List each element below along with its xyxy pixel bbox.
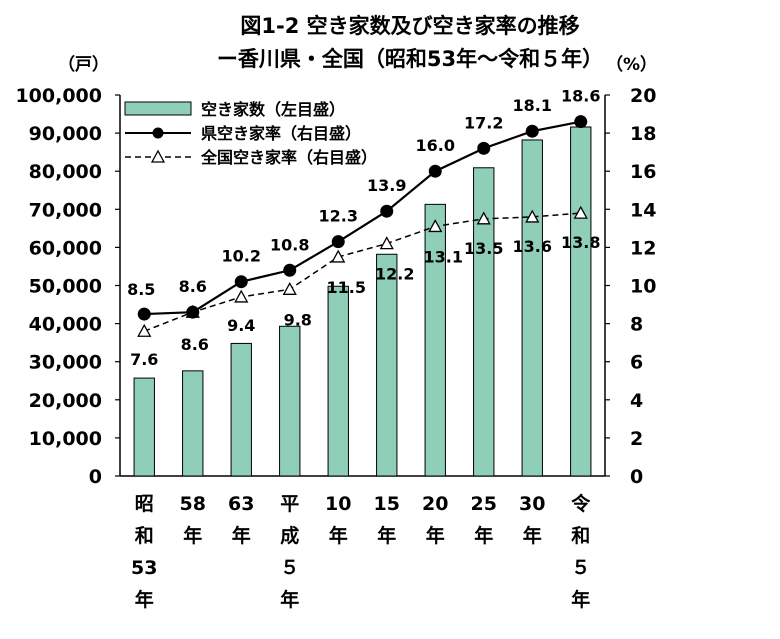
- prefecture-rate-label: 16.0: [416, 136, 455, 155]
- left-tick-label: 70,000: [29, 199, 102, 221]
- x-tick-label: 15 年: [374, 493, 400, 547]
- legend-prefecture-marker: [152, 127, 164, 139]
- prefecture-rate-marker: [574, 115, 588, 129]
- bar: [376, 253, 398, 477]
- national-rate-marker: [379, 236, 394, 250]
- bar: [424, 203, 446, 477]
- national-rate-marker: [573, 205, 588, 219]
- national-rate-label: 13.5: [464, 239, 503, 258]
- national-rate-label: 8.6: [181, 335, 209, 354]
- right-axis-unit: （%）: [606, 55, 658, 75]
- legend-bar-label: 空き家数（左目盛）: [201, 100, 345, 119]
- national-rate-label: 7.6: [130, 350, 158, 369]
- x-tick-label: 25 年: [471, 493, 497, 547]
- x-tick-label: 平成５年: [280, 493, 299, 611]
- legend-national-label: 全国空き家率（右目盛）: [200, 148, 377, 167]
- right-tick-label: 2: [630, 428, 643, 450]
- prefecture-rate-label: 8.5: [127, 280, 155, 299]
- right-tick-label: 18: [630, 123, 656, 145]
- national-rate-label: 13.6: [513, 237, 552, 256]
- prefecture-rate-marker: [380, 204, 394, 218]
- legend-prefecture-label: 県空き家率（右目盛）: [201, 124, 361, 143]
- right-tick-label: 8: [630, 314, 643, 336]
- left-tick-label: 90,000: [29, 123, 102, 145]
- national-rate-line: [143, 212, 581, 332]
- bar: [521, 139, 543, 477]
- prefecture-rate-marker: [477, 141, 491, 155]
- prefecture-rate-label: 8.6: [179, 277, 207, 296]
- bar: [327, 285, 349, 477]
- legend-bar-swatch: [124, 101, 192, 116]
- legend-national-marker: [150, 149, 166, 163]
- prefecture-rate-marker: [186, 305, 200, 319]
- x-tick-label: 63 年: [228, 493, 254, 547]
- left-tick-label: 100,000: [15, 85, 102, 107]
- prefecture-rate-label: 18.1: [513, 96, 552, 115]
- prefecture-rate-line: [144, 120, 581, 316]
- right-tick-label: 12: [630, 237, 656, 259]
- national-rate-label: 9.8: [284, 310, 312, 329]
- chart-title: 図1-2 空き家数及び空き家率の推移: [240, 14, 580, 38]
- prefecture-rate-label: 10.8: [270, 235, 309, 254]
- national-rate-label: 12.2: [375, 265, 414, 284]
- right-tick-label: 14: [630, 199, 656, 221]
- left-tick-label: 80,000: [29, 161, 102, 183]
- national-rate-marker: [282, 281, 297, 295]
- right-tick-label: 6: [630, 352, 643, 374]
- prefecture-rate-label: 17.2: [464, 113, 503, 132]
- national-rate-label: 9.4: [227, 316, 255, 335]
- x-tick-label: 令和５年: [571, 492, 591, 611]
- bar: [133, 377, 155, 477]
- bar: [570, 126, 592, 477]
- x-tick-label: 10 年: [325, 493, 351, 547]
- national-rate-label: 11.5: [327, 278, 366, 297]
- bar: [473, 167, 495, 477]
- left-tick-label: 0: [89, 466, 102, 488]
- national-rate-marker: [137, 323, 152, 337]
- left-tick-label: 60,000: [29, 237, 102, 259]
- national-rate-marker: [476, 211, 491, 225]
- bar: [230, 342, 252, 477]
- right-tick-label: 4: [630, 390, 643, 412]
- national-rate-marker: [234, 289, 249, 303]
- bar: [279, 325, 301, 477]
- chart-subtitle: ー香川県・全国（昭和53年～令和５年）: [216, 47, 604, 71]
- left-tick-label: 10,000: [29, 428, 102, 450]
- national-rate-label: 13.1: [424, 247, 463, 266]
- prefecture-rate-marker: [234, 275, 248, 289]
- right-tick-label: 20: [630, 85, 656, 107]
- prefecture-rate-marker: [137, 307, 151, 321]
- left-tick-label: 20,000: [29, 390, 102, 412]
- prefecture-rate-label: 12.3: [319, 207, 358, 226]
- x-tick-label: 昭和 53 年: [131, 493, 157, 611]
- bar: [182, 370, 204, 477]
- prefecture-rate-label: 13.9: [367, 176, 406, 195]
- left-tick-label: 40,000: [29, 314, 102, 336]
- prefecture-rate-marker: [525, 124, 539, 138]
- national-rate-marker: [525, 209, 540, 223]
- prefecture-rate-marker: [283, 263, 297, 277]
- left-tick-label: 30,000: [29, 352, 102, 374]
- left-axis-unit: （戸）: [58, 55, 109, 75]
- national-rate-marker: [331, 249, 346, 263]
- national-rate-marker: [428, 219, 443, 233]
- right-tick-label: 0: [630, 466, 643, 488]
- national-rate-label: 13.8: [561, 233, 600, 252]
- x-tick-label: 58 年: [180, 493, 206, 547]
- prefecture-rate-label: 18.6: [561, 87, 600, 106]
- left-tick-label: 50,000: [29, 276, 102, 298]
- prefecture-rate-marker: [428, 164, 442, 178]
- right-tick-label: 16: [630, 161, 656, 183]
- right-tick-label: 10: [630, 276, 656, 298]
- x-tick-label: 20 年: [422, 493, 448, 547]
- prefecture-rate-label: 10.2: [222, 247, 261, 266]
- x-tick-label: 30 年: [519, 493, 545, 547]
- prefecture-rate-marker: [331, 235, 345, 249]
